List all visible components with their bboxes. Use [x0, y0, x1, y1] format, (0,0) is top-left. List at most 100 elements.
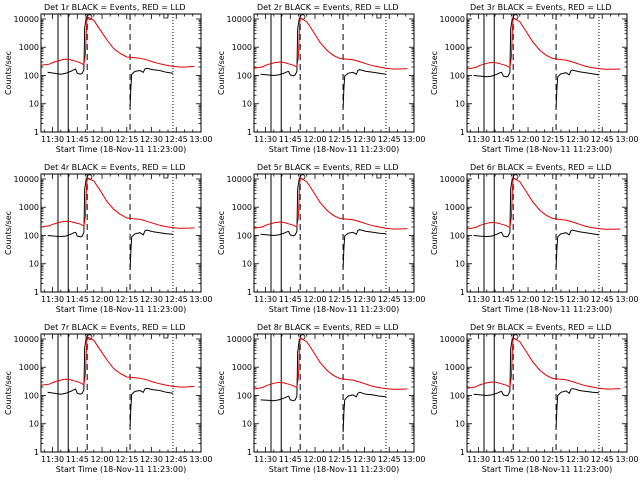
detector-panel-5: Det 5r BLACK = Events, RED = LLD 1 10 100 10…: [217, 163, 426, 314]
plot-frame: [466, 173, 628, 293]
plot-frame: [253, 13, 415, 133]
x-axis-label: Start Time (18-Nov-11 11:23:00): [269, 305, 399, 314]
events-line-segment-2: [129, 67, 174, 107]
x-tick-label: 12:45: [378, 455, 401, 464]
x-tick-label: 12:00: [90, 135, 113, 144]
panel-title: Det 8r BLACK = Events, RED = LLD: [257, 323, 399, 332]
x-tick-label: 11:45: [279, 135, 302, 144]
y-tick-label: 10: [29, 100, 39, 109]
x-tick-label: 13:00: [402, 135, 425, 144]
x-tick-label: 12:45: [591, 455, 614, 464]
x-tick-label: 12:15: [541, 295, 564, 304]
x-tick-label: 12:30: [140, 455, 163, 464]
events-line: [260, 17, 300, 77]
x-tick-label: 12:00: [90, 295, 113, 304]
panel-title: Det 4r BLACK = Events, RED = LLD: [44, 163, 186, 172]
x-axis-label: Start Time (18-Nov-11 11:23:00): [56, 305, 186, 314]
x-axis-label: Start Time (18-Nov-11 11:23:00): [482, 145, 612, 154]
series-group: [41, 15, 195, 107]
y-tick-label: 1000: [445, 43, 465, 52]
panel-title: Det 6r BLACK = Events, RED = LLD: [470, 163, 612, 172]
y-tick-label: 1000: [19, 203, 39, 212]
y-tick-label: 10: [455, 420, 465, 429]
y-tick-label: 10: [242, 100, 252, 109]
y-tick-label: 1000: [445, 363, 465, 372]
y-tick-label: 10000: [14, 335, 39, 344]
panel-title: Det 5r BLACK = Events, RED = LLD: [257, 163, 399, 172]
y-tick-label: 100: [24, 391, 39, 400]
series-group: [41, 177, 195, 271]
x-axis-label: Start Time (18-Nov-11 11:23:00): [269, 465, 399, 474]
y-tick-label: 100: [450, 391, 465, 400]
plot-frame: [40, 13, 202, 133]
y-tick-label: 10: [29, 420, 39, 429]
y-tick-label: 10000: [440, 175, 465, 184]
x-axis-label: Start Time (18-Nov-11 11:23:00): [482, 465, 612, 474]
y-tick-label: 1000: [445, 203, 465, 212]
bracket-marker-symbol: [163, 14, 169, 19]
x-tick-label: 12:00: [303, 135, 326, 144]
series-group: [467, 176, 621, 269]
events-line: [260, 338, 300, 402]
events-line-segment-2: [129, 387, 174, 427]
plot-frame: [40, 333, 202, 453]
x-axis-label: Start Time (18-Nov-11 11:23:00): [56, 145, 186, 154]
x-tick-label: 12:30: [566, 295, 589, 304]
x-tick-label: 11:45: [279, 455, 302, 464]
y-tick-label: 10000: [227, 335, 252, 344]
x-tick-label: 12:15: [115, 295, 138, 304]
y-tick-label: 1: [247, 288, 252, 297]
x-tick-label: 12:00: [516, 455, 539, 464]
panel-title: Det 3r BLACK = Events, RED = LLD: [470, 3, 612, 12]
events-line: [47, 16, 87, 75]
series-group: [41, 335, 195, 427]
panel-title: Det 9r BLACK = Events, RED = LLD: [470, 323, 612, 332]
panel-title: Det 7r BLACK = Events, RED = LLD: [44, 323, 186, 332]
x-tick-label: 12:00: [516, 295, 539, 304]
x-tick-label: 11:45: [66, 455, 89, 464]
x-tick-label: 11:45: [66, 295, 89, 304]
x-tick-label: 11:30: [467, 455, 490, 464]
x-tick-label: 11:45: [492, 295, 515, 304]
bracket-marker-symbol: [376, 14, 382, 19]
y-tick-label: 1: [460, 128, 465, 137]
x-tick-label: 13:00: [189, 135, 212, 144]
y-axis-label: Counts/sec: [217, 51, 226, 95]
y-tick-label: 10000: [440, 15, 465, 24]
y-tick-label: 1: [247, 128, 252, 137]
lld-line: [41, 335, 195, 388]
x-tick-label: 11:30: [41, 455, 64, 464]
y-tick-label: 100: [237, 391, 252, 400]
y-tick-label: 100: [450, 71, 465, 80]
y-tick-label: 10000: [227, 175, 252, 184]
x-tick-label: 12:45: [378, 295, 401, 304]
detector-panel-1: Det 1r BLACK = Events, RED = LLD 1 10 100 10…: [4, 3, 213, 154]
x-tick-label: 12:15: [541, 455, 564, 464]
y-tick-label: 10: [242, 260, 252, 269]
plot-frame: [466, 333, 628, 453]
x-tick-label: 12:30: [140, 295, 163, 304]
x-tick-label: 12:15: [328, 455, 351, 464]
lld-line: [467, 336, 621, 390]
y-tick-label: 1: [460, 448, 465, 457]
x-tick-label: 12:30: [353, 455, 376, 464]
events-line-segment-2: [555, 388, 600, 429]
x-tick-label: 11:45: [492, 455, 515, 464]
y-axis-label: Counts/sec: [4, 371, 13, 415]
x-axis-label: Start Time (18-Nov-11 11:23:00): [269, 145, 399, 154]
x-tick-label: 11:30: [467, 295, 490, 304]
events-line-segment-2: [342, 229, 387, 269]
panel-title: Det 1r BLACK = Events, RED = LLD: [44, 3, 186, 12]
y-tick-label: 100: [237, 71, 252, 80]
x-tick-label: 13:00: [189, 455, 212, 464]
x-tick-label: 13:00: [615, 135, 638, 144]
events-line-segment-2: [129, 229, 174, 271]
events-line-segment-2: [555, 69, 600, 109]
plot-frame: [466, 13, 628, 133]
events-line: [47, 177, 87, 238]
y-tick-label: 100: [237, 231, 252, 240]
y-tick-label: 10: [455, 100, 465, 109]
x-tick-label: 12:00: [303, 455, 326, 464]
x-axis-label: Start Time (18-Nov-11 11:23:00): [482, 305, 612, 314]
x-tick-label: 12:45: [591, 295, 614, 304]
